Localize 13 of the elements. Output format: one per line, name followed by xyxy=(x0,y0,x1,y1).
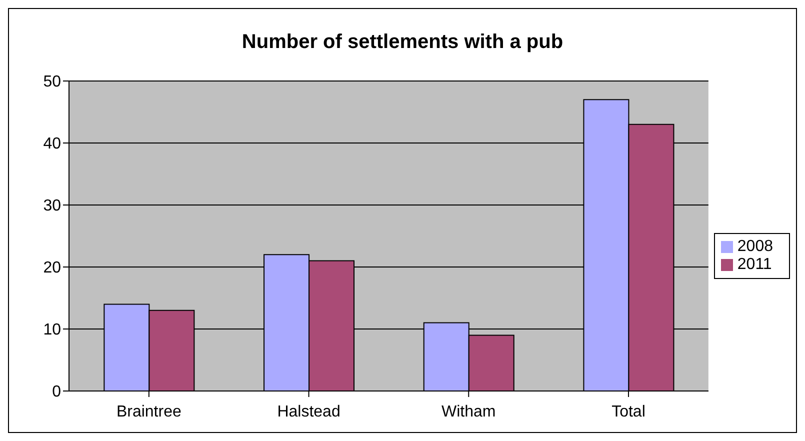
x-tick-label: Braintree xyxy=(116,403,182,420)
legend-label: 2008 xyxy=(737,238,773,255)
x-tick-label: Halstead xyxy=(277,403,340,420)
legend-label: 2011 xyxy=(737,256,772,273)
x-tick-label: Witham xyxy=(442,403,496,420)
y-tick-label: 0 xyxy=(52,384,62,401)
y-tick-label: 10 xyxy=(43,322,62,339)
x-tick-label: Total xyxy=(612,403,646,420)
y-tick-label: 40 xyxy=(43,136,62,153)
y-tick-label: 50 xyxy=(43,74,62,91)
y-tick-label: 30 xyxy=(43,198,62,215)
chart-title: Number of settlements with a pub xyxy=(240,31,564,55)
y-tick-label: 20 xyxy=(43,260,62,277)
